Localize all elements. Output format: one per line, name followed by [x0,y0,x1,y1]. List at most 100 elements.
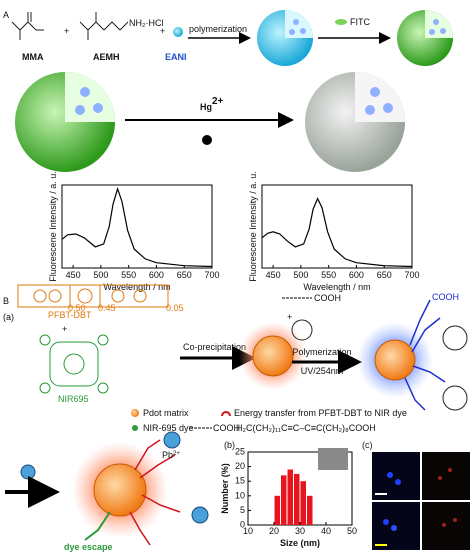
plus: + [62,324,67,334]
mma-structure [11,12,44,40]
legend-icon [131,409,139,417]
bar [274,495,280,525]
nanoparticle [257,10,313,66]
cooh-label: COOH [314,293,341,303]
step-label: Co-precipitation [183,342,246,352]
ion-icon [163,431,181,449]
ion: Hg [200,102,212,112]
aemh-structure [79,12,129,40]
crown-ether [442,385,468,411]
ion-icon [20,464,36,480]
y-axis-label: Number (%) [220,463,230,514]
ion: Pb [162,450,173,460]
step-label: Polymerization [292,347,351,357]
y-tick-label: 15 [235,476,245,486]
x-tick-label: 600 [349,270,364,280]
bar [307,495,313,525]
salt: NH₂·HCl [129,18,164,28]
x-tick-label: 500 [93,270,108,280]
legend-text: NIR-695 dye [143,423,194,433]
reagent-label: MMA [22,52,44,62]
x-axis-label: Size (nm) [280,538,320,548]
x-tick-label: 700 [404,270,419,280]
x-tick-label: 40 [321,526,331,536]
panel-label: A [3,10,9,20]
panel-label: B [3,296,9,306]
tem-inset [318,448,348,470]
step-label: FITC [350,17,370,27]
plus: + [64,26,69,36]
pdot [93,463,147,517]
dye-structure [39,334,109,394]
dye-label: NIR695 [58,394,89,404]
x-tick-label: 50 [347,526,357,536]
legend-text: COOH [213,423,240,433]
plus: + [287,312,292,322]
confocal-images [372,452,470,550]
surface-chains [129,439,181,546]
y-tick-label: 25 [235,447,245,457]
panel-sublabel: (c) [362,440,373,450]
ion-charge: 2+ [173,451,180,457]
surface-chains [404,299,446,411]
bar [287,469,293,525]
x-tick-label: 10 [243,526,253,536]
panel-sublabel: (a) [3,312,14,322]
ion-label: Pb2+ [162,450,180,460]
plot-frame [61,184,213,269]
ion-icon [202,135,212,145]
plot-frame [261,184,413,269]
spectrum-line [261,197,413,268]
x-tick-label: 550 [321,270,336,280]
bar [281,475,287,525]
x-axis-label: Wavelength / nm [103,282,170,292]
x-tick-label: 600 [149,270,164,280]
bar [294,473,300,525]
eani-icon [173,27,183,37]
legend-icon [132,425,138,431]
cooh-label: COOH [432,292,459,302]
escape-path [84,511,111,541]
bar [300,481,306,525]
y-tick-label: 5 [240,505,245,515]
x-tick-label: 550 [121,270,136,280]
ion-label: Hg2+ [200,96,224,112]
legend-text: Energy transfer from PFBT-DBT to NIR dye [234,408,407,418]
x-tick-label: 30 [295,526,305,536]
step-label: polymerization [189,24,247,34]
plus: + [160,26,165,36]
fraction: 0.50 [68,303,86,313]
panel-sublabel: (b) [224,440,235,450]
crown-ether [442,325,468,351]
ion-icon [191,506,209,524]
legend-text: H₂C(CH₂)₁₁C≡C–C≡C(CH₂)₈COOH [236,423,376,433]
y-tick-label: 20 [235,461,245,471]
crown-ether [291,319,313,341]
spectrum-line [61,186,213,268]
y-axis-label: Fluorescene Intensity / a. u. [248,171,258,282]
pdot [252,335,294,377]
x-tick-label: 700 [204,270,219,280]
fraction: 0.05 [166,303,184,313]
legend-text: Pdot matrix [143,408,189,418]
nanoparticle [15,72,115,172]
x-tick-label: 450 [66,270,81,280]
x-tick-label: 450 [266,270,281,280]
pdot [374,339,416,381]
y-tick-label: 10 [235,490,245,500]
y-tick-label: 0 [240,520,245,530]
nanoparticle [305,72,405,172]
fitc-icon [335,19,347,25]
x-tick-label: 20 [269,526,279,536]
escape-label: dye escape [64,542,113,552]
x-tick-label: 650 [377,270,392,280]
step-label: UV/254nm [301,366,344,376]
fraction: 0.45 [98,303,116,313]
x-axis-label: Wavelength / nm [303,282,370,292]
x-tick-label: 500 [293,270,308,280]
polymer-structure [17,284,169,308]
ion-charge: 2+ [212,96,224,107]
reagent-label: EANI [165,52,187,62]
